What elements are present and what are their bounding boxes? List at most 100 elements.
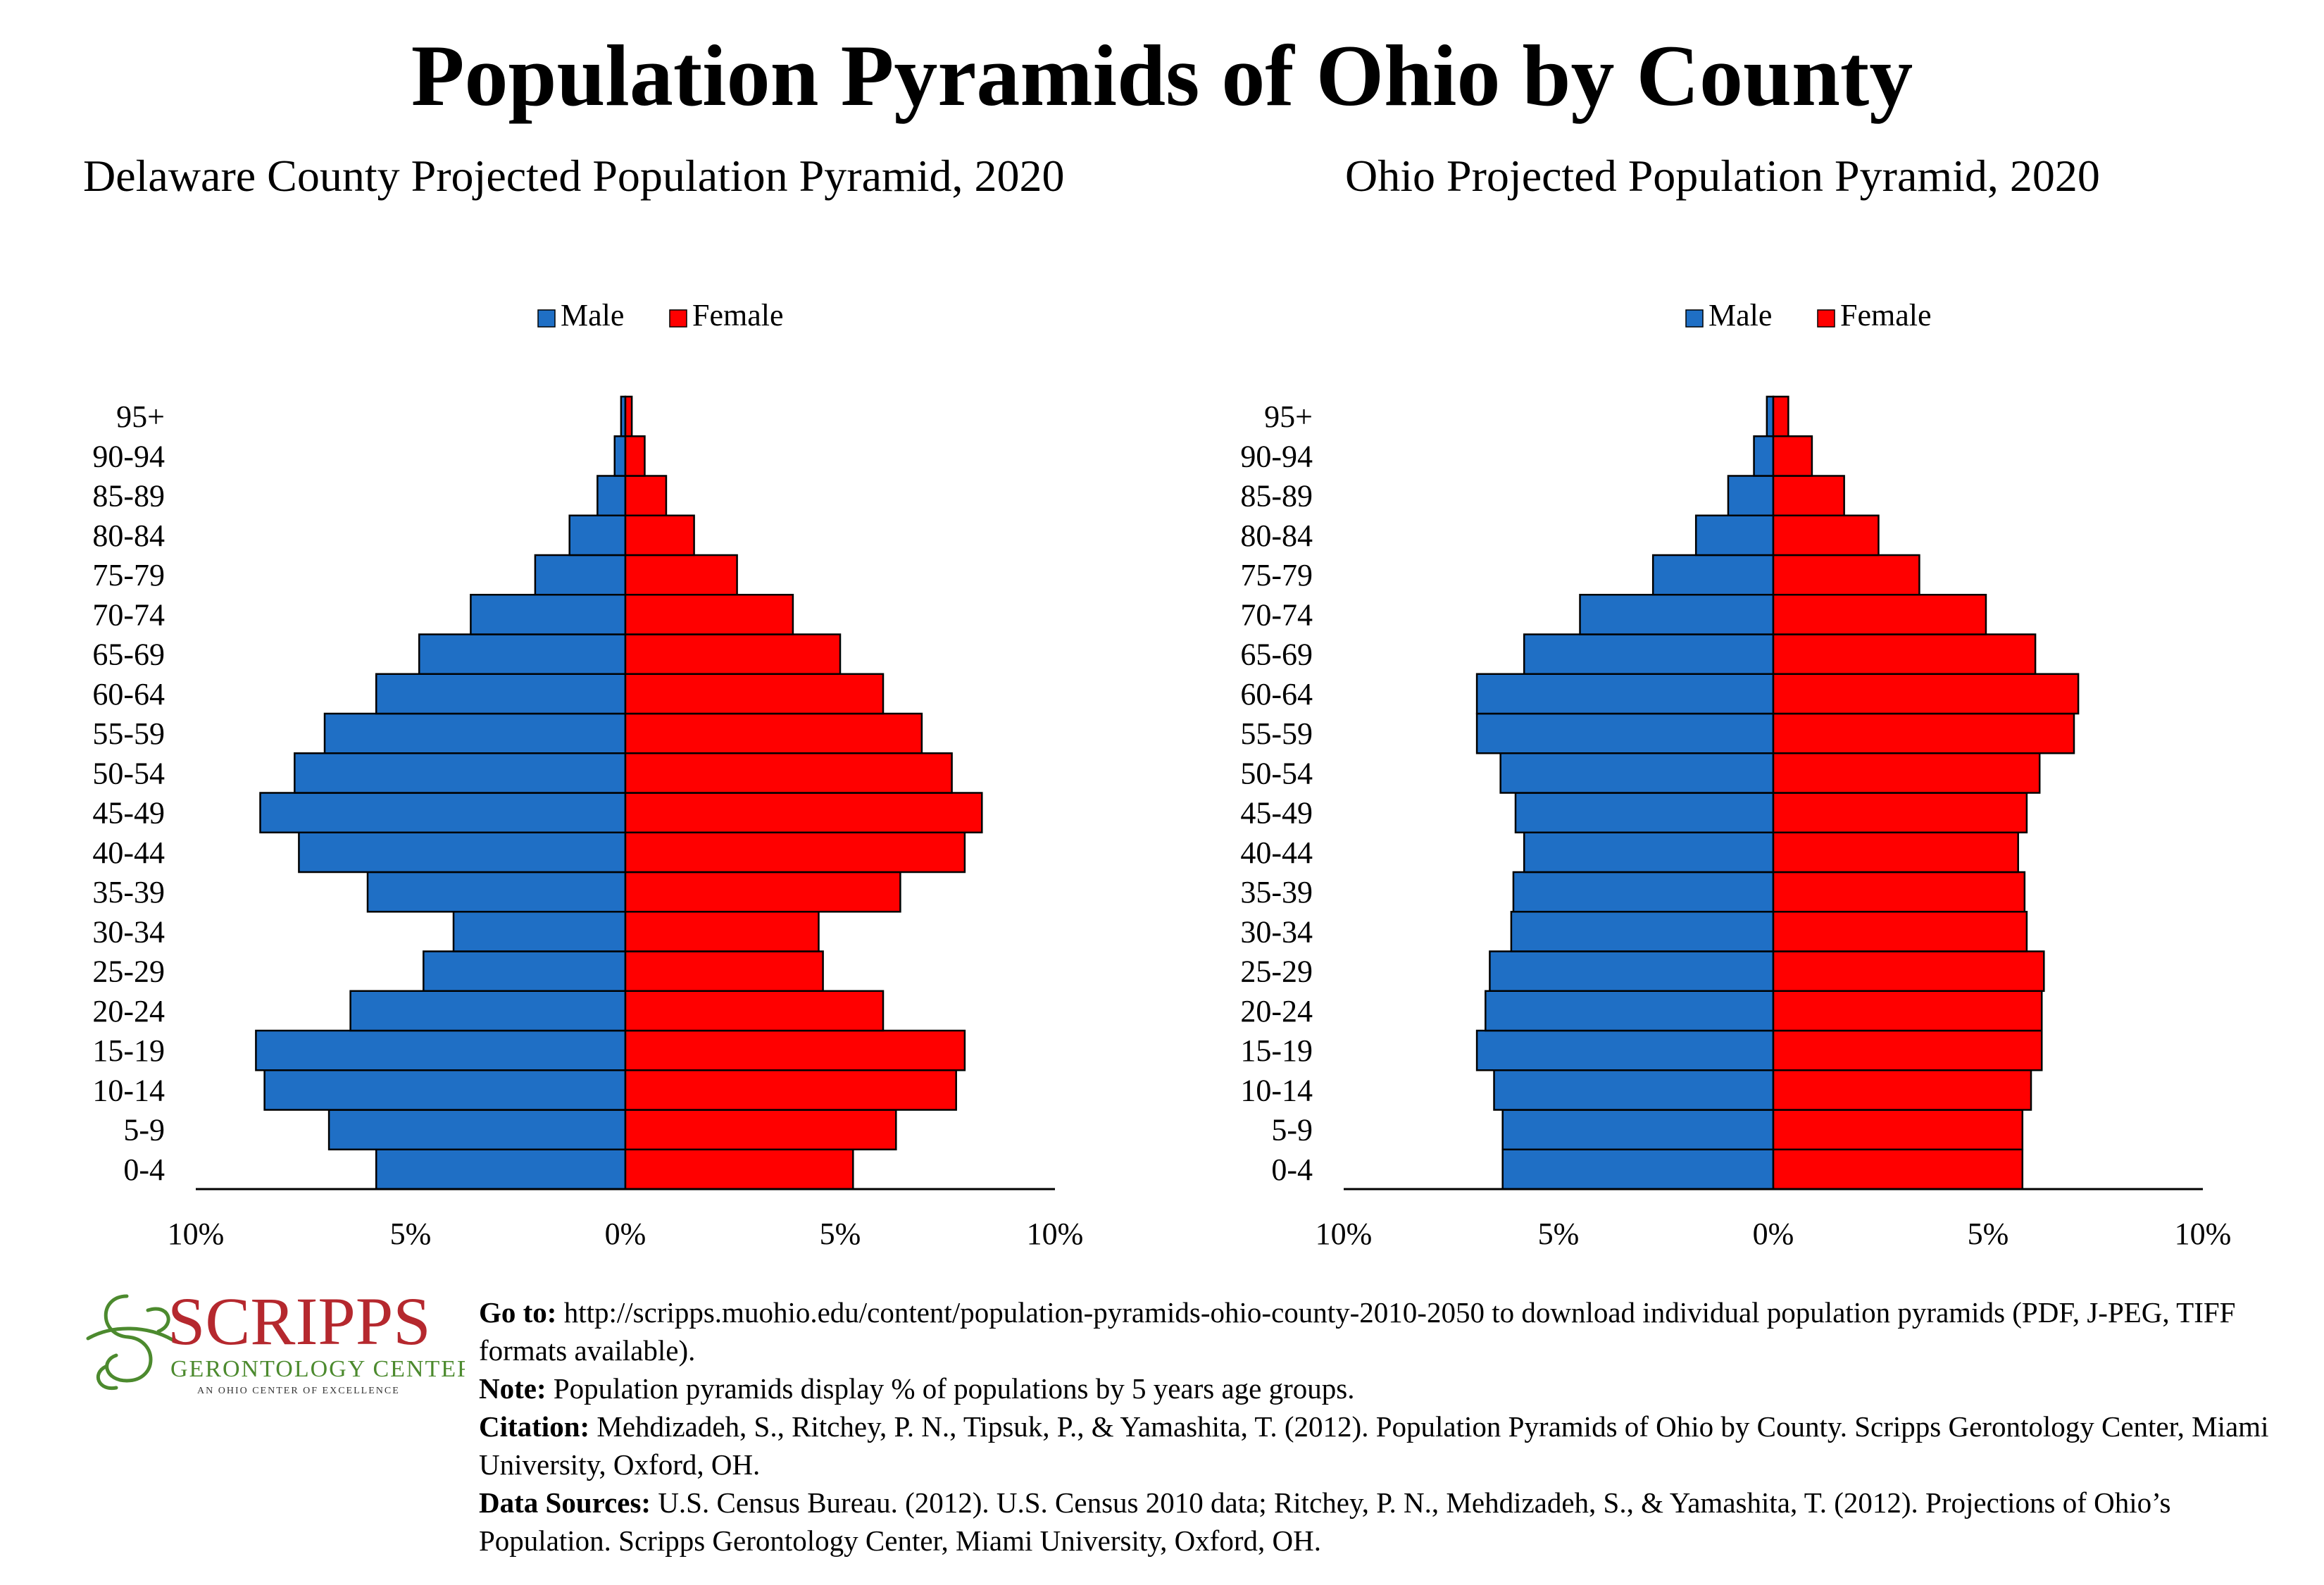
bar-female-10-14 bbox=[1772, 1069, 2032, 1111]
age-label-20-24: 20-24 bbox=[92, 994, 165, 1028]
bar-male-55-59 bbox=[1475, 712, 1775, 754]
age-label-75-79: 75-79 bbox=[1240, 558, 1313, 592]
age-label-35-39: 35-39 bbox=[92, 875, 165, 909]
citation-label: Citation: bbox=[479, 1410, 590, 1443]
legend-label-male: Male bbox=[1708, 298, 1772, 332]
bar-male-50-54 bbox=[294, 752, 627, 794]
age-label-10-14: 10-14 bbox=[92, 1073, 165, 1107]
legend: Male Female bbox=[1685, 298, 1932, 332]
x-tick-label: 10% bbox=[1027, 1217, 1084, 1251]
bar-male-80-84 bbox=[1694, 514, 1775, 557]
bar-female-0-4 bbox=[624, 1148, 854, 1191]
chart-title-delaware: Delaware County Projected Population Pyr… bbox=[83, 151, 1065, 201]
bar-female-40-44 bbox=[1772, 831, 2019, 874]
bar-female-70-74 bbox=[1772, 594, 1987, 635]
legend-swatch-female bbox=[1817, 309, 1835, 328]
bar-female-80-84 bbox=[624, 514, 695, 557]
age-label-50-54: 50-54 bbox=[92, 756, 165, 790]
bar-male-50-54 bbox=[1499, 752, 1775, 794]
logo-tagline: AN OHIO CENTER OF EXCELLENCE bbox=[197, 1386, 400, 1396]
bar-male-30-34 bbox=[452, 911, 627, 952]
bar-male-85-89 bbox=[1727, 475, 1775, 516]
bar-male-55-59 bbox=[323, 712, 627, 754]
x-tick-label: 10% bbox=[1316, 1217, 1373, 1251]
bar-male-90-94 bbox=[613, 435, 627, 477]
sources-text: U.S. Census Bureau. (2012). U.S. Census … bbox=[479, 1486, 2171, 1557]
age-label-95+: 95+ bbox=[1264, 399, 1313, 434]
age-label-70-74: 70-74 bbox=[1240, 597, 1313, 632]
age-label-55-59: 55-59 bbox=[1240, 716, 1313, 751]
bar-male-30-34 bbox=[1510, 911, 1775, 952]
age-label-50-54: 50-54 bbox=[1240, 756, 1313, 790]
bar-male-20-24 bbox=[349, 990, 627, 1032]
age-label-75-79: 75-79 bbox=[92, 558, 165, 592]
age-label-5-9: 5-9 bbox=[123, 1113, 165, 1148]
bar-female-25-29 bbox=[624, 950, 824, 992]
age-label-60-64: 60-64 bbox=[92, 677, 165, 711]
bar-female-30-34 bbox=[624, 911, 820, 952]
bar-female-90-94 bbox=[1772, 435, 1813, 477]
bar-male-45-49 bbox=[259, 792, 627, 833]
bar-male-65-69 bbox=[418, 633, 627, 675]
x-tick-label: 10% bbox=[2175, 1217, 2232, 1251]
footer-notes: Go to: http://scripps.muohio.edu/content… bbox=[479, 1293, 2310, 1560]
bar-female-0-4 bbox=[1772, 1148, 2024, 1191]
age-label-30-34: 30-34 bbox=[1240, 914, 1313, 949]
x-tick-label: 5% bbox=[1538, 1217, 1580, 1251]
bar-male-40-44 bbox=[1523, 831, 1775, 874]
age-label-90-94: 90-94 bbox=[92, 439, 165, 473]
bar-male-75-79 bbox=[534, 554, 627, 596]
legend-swatch-male bbox=[1685, 309, 1704, 328]
bar-male-90-94 bbox=[1753, 435, 1775, 477]
x-tick-label: 5% bbox=[1968, 1217, 2009, 1251]
bar-female-70-74 bbox=[624, 594, 794, 635]
bar-female-50-54 bbox=[624, 752, 953, 794]
bar-male-25-29 bbox=[1489, 950, 1775, 992]
bar-male-70-74 bbox=[1579, 594, 1775, 635]
bar-male-80-84 bbox=[568, 514, 627, 557]
bar-male-25-29 bbox=[423, 950, 627, 992]
footer-note: Note: Population pyramids display % of p… bbox=[479, 1369, 2310, 1407]
bar-male-15-19 bbox=[1475, 1029, 1775, 1071]
bar-female-5-9 bbox=[1772, 1109, 2024, 1150]
bar-male-95+ bbox=[1766, 395, 1775, 437]
pyramid-chart-delaware: Male Female 0-4 5-9 10-14 15-19 20-24 25-29 30-3… bbox=[92, 298, 1084, 1251]
chart-title-ohio: Ohio Projected Population Pyramid, 2020 bbox=[1345, 151, 2100, 201]
legend-label-female: Female bbox=[1840, 298, 1932, 332]
legend-swatch-male bbox=[537, 309, 556, 328]
bar-male-85-89 bbox=[596, 475, 627, 516]
age-label-65-69: 65-69 bbox=[92, 638, 165, 672]
bar-female-40-44 bbox=[624, 831, 966, 874]
bar-male-0-4 bbox=[375, 1148, 627, 1191]
bar-male-20-24 bbox=[1485, 990, 1775, 1032]
page-title: Population Pyramids of Ohio by County bbox=[411, 27, 1913, 124]
age-label-40-44: 40-44 bbox=[92, 835, 165, 870]
note-text: Population pyramids display % of populat… bbox=[546, 1372, 1355, 1405]
note-label: Note: bbox=[479, 1372, 546, 1405]
pyramid-chart-ohio: Male Female 0-4 5-9 10-14 15-19 20-24 25-29 30-3… bbox=[1240, 298, 2232, 1251]
bar-female-5-9 bbox=[624, 1109, 897, 1150]
sources-label: Data Sources: bbox=[479, 1486, 651, 1519]
bar-female-25-29 bbox=[1772, 950, 2045, 992]
age-label-85-89: 85-89 bbox=[1240, 479, 1313, 514]
bar-male-60-64 bbox=[1475, 673, 1775, 715]
bar-female-80-84 bbox=[1772, 514, 1880, 557]
age-label-25-29: 25-29 bbox=[92, 955, 165, 989]
age-label-25-29: 25-29 bbox=[1240, 955, 1313, 989]
bar-female-20-24 bbox=[1772, 990, 2043, 1032]
goto-label: Go to: bbox=[479, 1296, 557, 1329]
bar-female-65-69 bbox=[1772, 633, 2037, 675]
age-label-45-49: 45-49 bbox=[92, 796, 165, 831]
age-label-30-34: 30-34 bbox=[92, 914, 165, 949]
age-label-95+: 95+ bbox=[116, 399, 165, 434]
age-label-90-94: 90-94 bbox=[1240, 439, 1313, 473]
bar-male-70-74 bbox=[470, 594, 627, 635]
bar-female-10-14 bbox=[624, 1069, 957, 1111]
bar-female-90-94 bbox=[624, 435, 646, 477]
age-label-80-84: 80-84 bbox=[1240, 518, 1313, 553]
age-label-0-4: 0-4 bbox=[123, 1152, 165, 1187]
bar-male-0-4 bbox=[1501, 1148, 1775, 1191]
logo-subtitle: GERONTOLOGY CENTER bbox=[170, 1356, 465, 1382]
bar-female-45-49 bbox=[1772, 792, 2028, 833]
bar-male-65-69 bbox=[1523, 633, 1775, 675]
